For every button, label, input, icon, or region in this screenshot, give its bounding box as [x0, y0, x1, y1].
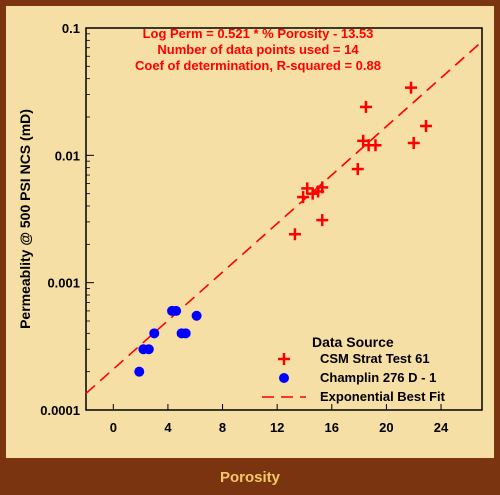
csm-point: [301, 182, 314, 195]
best-fit-line: [85, 43, 480, 395]
csm-point: [359, 100, 372, 113]
csm-point: [306, 187, 319, 200]
csm-point: [297, 191, 310, 204]
points-layer: [134, 81, 433, 377]
csm-point: [288, 228, 301, 241]
y-tick-label: 0.0001: [40, 403, 80, 418]
champlin-point: [149, 328, 160, 339]
x-tick-label: 0: [110, 420, 117, 435]
legend: Data Source CSM Strat Test 61 Champlin 27…: [262, 334, 446, 404]
legend-marker-plus: [278, 353, 290, 365]
champlin-point: [143, 344, 154, 355]
y-tick-label: 0.01: [55, 148, 80, 163]
y-axis-label: Permeablity @ 500 PSI NCS (mD): [17, 109, 33, 329]
legend-entry-2: Champlin 276 D - 1: [320, 370, 436, 385]
champlin-point: [191, 310, 202, 321]
y-tick-label: 0.001: [47, 276, 80, 291]
x-axis-label: Porosity: [219, 469, 280, 486]
csm-point: [351, 163, 364, 176]
annotation-line-2: Number of data points used = 14: [157, 42, 359, 57]
x-axis-ticks: 0 4 8 12 16 20 24: [110, 404, 449, 435]
csm-point: [316, 181, 329, 194]
x-tick-label: 4: [164, 420, 172, 435]
x-tick-label: 16: [325, 420, 339, 435]
legend-entry-3: Exponential Best Fit: [320, 389, 446, 404]
regression-annotations: Log Perm = 0.521 * % Porosity - 13.53Num…: [135, 26, 381, 73]
y-tick-label: 0.1: [62, 21, 80, 36]
csm-point: [316, 214, 329, 227]
legend-entry-1: CSM Strat Test 61: [320, 351, 430, 366]
y-axis-ticks: 0.0001 0.001 0.01 0.1: [40, 21, 94, 418]
plot-panel: [6, 6, 494, 458]
csm-point: [369, 139, 382, 152]
csm-point: [407, 136, 420, 149]
x-tick-label: 12: [270, 420, 284, 435]
csm-point: [404, 81, 417, 94]
x-tick-label: 8: [219, 420, 226, 435]
x-tick-label: 20: [379, 420, 393, 435]
x-tick-label: 24: [434, 420, 449, 435]
annotation-line-1: Log Perm = 0.521 * % Porosity - 13.53: [143, 26, 374, 41]
scatter-chart: 0 4 8 12 16 20 24 0.0001 0.001 0.01 0.1 Permeabli…: [17, 21, 483, 435]
champlin-point: [171, 305, 182, 316]
fit-line-layer: [85, 43, 480, 395]
legend-marker-circle: [279, 373, 289, 383]
legend-title: Data Source: [312, 334, 394, 350]
plot-area: [85, 27, 483, 411]
champlin-point: [180, 328, 191, 339]
csm-point: [420, 119, 433, 132]
annotation-line-3: Coef of determination, R-squared = 0.88: [135, 58, 381, 73]
champlin-point: [134, 366, 145, 377]
